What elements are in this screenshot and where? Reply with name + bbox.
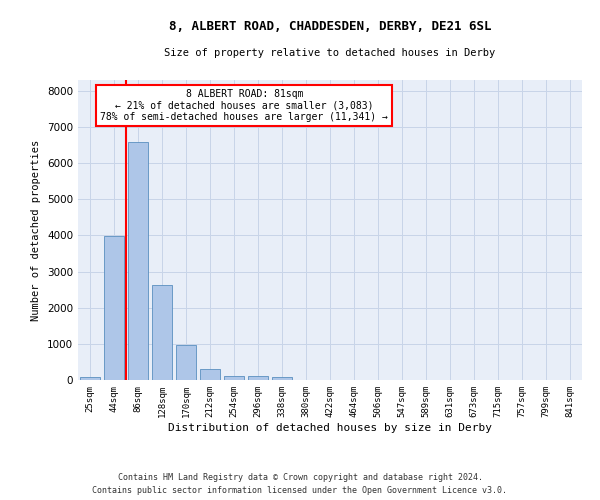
Bar xyxy=(80,378,100,380)
Bar xyxy=(176,346,196,380)
Y-axis label: Number of detached properties: Number of detached properties xyxy=(31,140,41,320)
Bar xyxy=(128,142,148,380)
Bar xyxy=(248,376,268,380)
Bar xyxy=(224,376,244,380)
Bar xyxy=(152,286,172,380)
X-axis label: Distribution of detached houses by size in Derby: Distribution of detached houses by size … xyxy=(168,422,492,432)
Text: Contains public sector information licensed under the Open Government Licence v3: Contains public sector information licen… xyxy=(92,486,508,495)
Bar xyxy=(104,236,124,380)
Bar xyxy=(200,369,220,380)
Text: Contains HM Land Registry data © Crown copyright and database right 2024.: Contains HM Land Registry data © Crown c… xyxy=(118,474,482,482)
Text: 8, ALBERT ROAD, CHADDESDEN, DERBY, DE21 6SL: 8, ALBERT ROAD, CHADDESDEN, DERBY, DE21 … xyxy=(169,20,491,33)
Bar xyxy=(272,376,292,380)
Text: Size of property relative to detached houses in Derby: Size of property relative to detached ho… xyxy=(164,48,496,58)
Text: 8 ALBERT ROAD: 81sqm
← 21% of detached houses are smaller (3,083)
78% of semi-de: 8 ALBERT ROAD: 81sqm ← 21% of detached h… xyxy=(100,89,388,122)
